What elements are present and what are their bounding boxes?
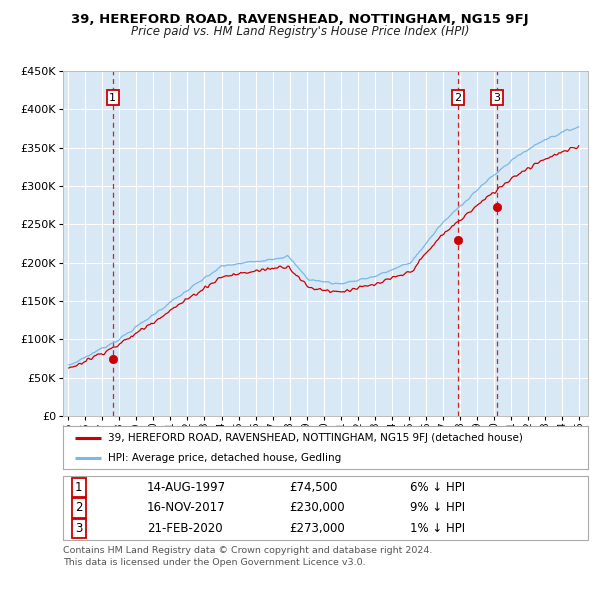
Text: 2: 2 xyxy=(454,93,461,103)
Text: 1: 1 xyxy=(109,93,116,103)
Text: 6% ↓ HPI: 6% ↓ HPI xyxy=(409,481,464,494)
Text: 16-NOV-2017: 16-NOV-2017 xyxy=(147,502,226,514)
Text: 3: 3 xyxy=(493,93,500,103)
Text: 1: 1 xyxy=(75,481,83,494)
Text: £74,500: £74,500 xyxy=(289,481,337,494)
Text: HPI: Average price, detached house, Gedling: HPI: Average price, detached house, Gedl… xyxy=(107,453,341,463)
Text: 39, HEREFORD ROAD, RAVENSHEAD, NOTTINGHAM, NG15 9FJ: 39, HEREFORD ROAD, RAVENSHEAD, NOTTINGHA… xyxy=(71,13,529,26)
Text: 2: 2 xyxy=(75,502,83,514)
Text: £230,000: £230,000 xyxy=(289,502,344,514)
Text: £273,000: £273,000 xyxy=(289,522,344,535)
Text: Price paid vs. HM Land Registry's House Price Index (HPI): Price paid vs. HM Land Registry's House … xyxy=(131,25,469,38)
Text: 1% ↓ HPI: 1% ↓ HPI xyxy=(409,522,464,535)
Text: 3: 3 xyxy=(75,522,82,535)
Text: 14-AUG-1997: 14-AUG-1997 xyxy=(147,481,226,494)
Text: Contains HM Land Registry data © Crown copyright and database right 2024.
This d: Contains HM Land Registry data © Crown c… xyxy=(63,546,433,566)
Text: 9% ↓ HPI: 9% ↓ HPI xyxy=(409,502,464,514)
FancyBboxPatch shape xyxy=(63,476,588,540)
Text: 21-FEB-2020: 21-FEB-2020 xyxy=(147,522,223,535)
Text: 39, HEREFORD ROAD, RAVENSHEAD, NOTTINGHAM, NG15 9FJ (detached house): 39, HEREFORD ROAD, RAVENSHEAD, NOTTINGHA… xyxy=(107,433,523,443)
